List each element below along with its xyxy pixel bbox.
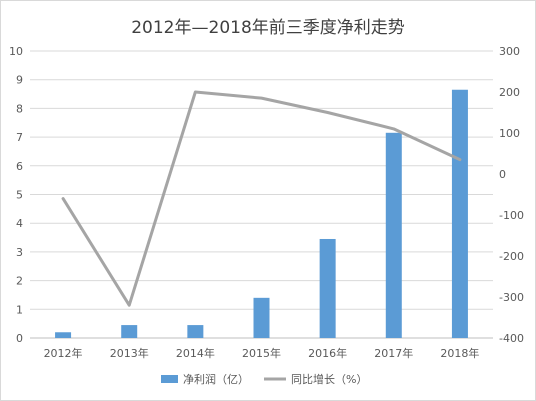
right-tick-label: -300: [499, 291, 524, 304]
left-tick-label: 10: [9, 45, 23, 58]
left-tick-label: 2: [16, 275, 23, 288]
left-axis-ticks: 0 1 2 3 4 5 6 7 8 9 10: [9, 45, 23, 345]
left-tick-label: 9: [16, 74, 23, 87]
right-tick-label: -200: [499, 250, 524, 263]
legend-label-line: 同比增长（%）: [291, 372, 367, 386]
bar-series: [55, 89, 468, 339]
right-tick-label: 100: [499, 127, 520, 140]
bar: [253, 297, 270, 338]
right-axis-ticks: -400 -300 -200 -100 0 100 200 300: [499, 45, 524, 345]
x-axis-ticks: 2012年 2013年 2014年 2015年 2016年 2017年 2018年: [44, 346, 480, 360]
left-tick-label: 4: [16, 217, 23, 230]
left-tick-label: 1: [16, 303, 23, 316]
legend-label-bar: 净利润（亿）: [183, 372, 249, 386]
x-tick-label: 2017年: [374, 346, 413, 360]
x-tick-label: 2013年: [110, 346, 149, 360]
line-series: [61, 90, 462, 307]
left-tick-label: 0: [16, 332, 23, 345]
right-tick-label: 0: [499, 168, 506, 181]
x-tick-label: 2018年: [440, 346, 479, 360]
legend: 净利润（亿） 同比增长（%）: [161, 372, 367, 386]
bar: [319, 238, 336, 338]
x-tick-label: 2012年: [44, 346, 83, 360]
grid-lines: [30, 50, 493, 339]
x-tick-label: 2016年: [308, 346, 347, 360]
right-tick-label: -100: [499, 209, 524, 222]
bar: [451, 89, 468, 339]
left-tick-label: 7: [16, 131, 23, 144]
right-tick-label: 300: [499, 45, 520, 58]
right-tick-label: 200: [499, 86, 520, 99]
left-tick-label: 5: [16, 189, 23, 202]
left-tick-label: 8: [16, 102, 23, 115]
x-tick-label: 2015年: [242, 346, 281, 360]
bar: [55, 332, 72, 338]
chart-title: 2012年—2018年前三季度净利走势: [131, 18, 405, 38]
x-tick-label: 2014年: [176, 346, 215, 360]
bar: [187, 325, 204, 338]
right-tick-label: -400: [499, 332, 524, 345]
bar: [385, 132, 402, 338]
left-tick-label: 6: [16, 160, 23, 173]
left-tick-label: 3: [16, 246, 23, 259]
legend-swatch-bar: [161, 375, 178, 383]
bar: [121, 325, 138, 338]
